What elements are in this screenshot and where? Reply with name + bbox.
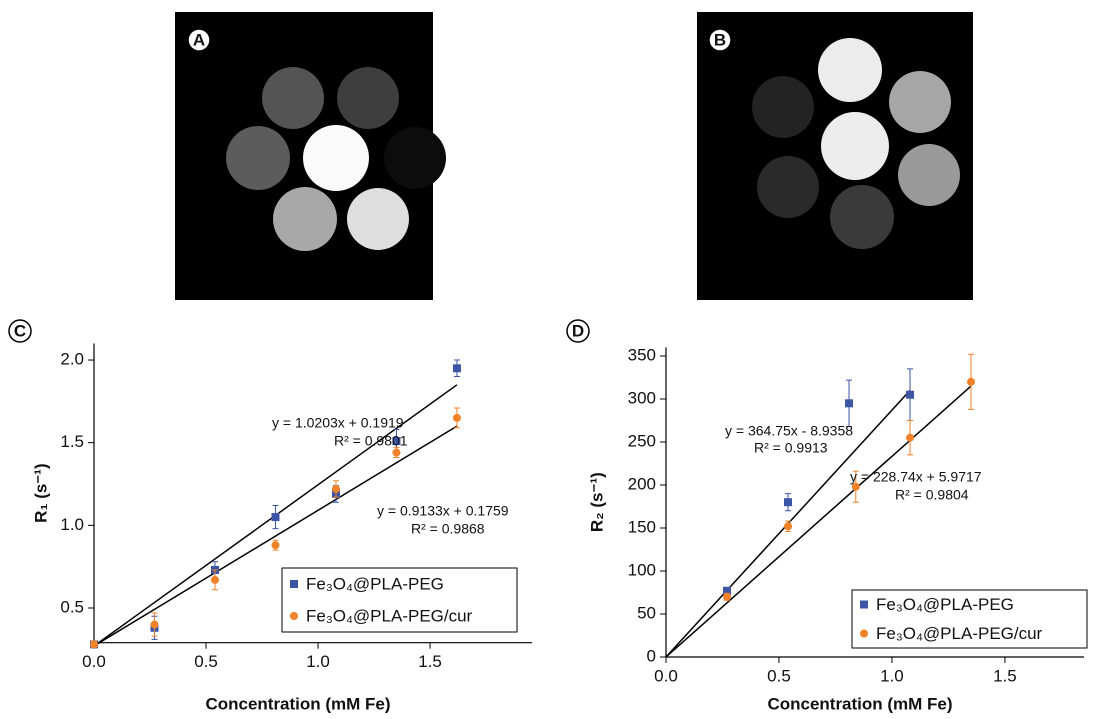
legend-label: Fe₃O₄@PLA-PEG/cur	[876, 624, 1043, 643]
y-tick-label: 200	[628, 474, 656, 493]
x-axis-label: Concentration (mM Fe)	[767, 694, 952, 713]
legend-label: Fe₃O₄@PLA-PEG	[876, 595, 1014, 614]
legend-label: Fe₃O₄@PLA-PEG	[306, 574, 444, 593]
x-tick-label: 0.5	[767, 666, 791, 685]
point	[211, 576, 219, 584]
x-tick-label: 1.0	[880, 666, 904, 685]
point	[906, 434, 914, 442]
legend-marker	[290, 612, 298, 620]
y-axis-label: R₁ (s⁻¹)	[31, 463, 50, 522]
y-tick-label: 350	[628, 345, 656, 364]
y-tick-label: 0.5	[60, 597, 84, 616]
legend-marker	[860, 601, 868, 609]
point	[453, 414, 461, 422]
point	[967, 378, 975, 386]
y-tick-label: 2.0	[60, 350, 84, 369]
x-tick-label: 0.5	[194, 652, 218, 671]
annotation: y = 0.9133x + 0.1759	[377, 503, 509, 519]
y-tick-label: 0	[647, 646, 656, 665]
point	[723, 593, 731, 601]
point	[453, 364, 461, 372]
point	[90, 640, 98, 648]
annotation: R² = 0.9801	[334, 433, 408, 449]
annotation: y = 364.75x - 8.9358	[725, 423, 853, 439]
x-tick-label: 1.5	[418, 652, 442, 671]
panel-label: D	[572, 321, 584, 340]
point	[784, 498, 792, 506]
annotation: y = 1.0203x + 0.1919	[272, 415, 404, 431]
point	[332, 485, 340, 493]
y-tick-label: 50	[637, 603, 656, 622]
legend-marker	[290, 580, 298, 588]
y-tick-label: 300	[628, 388, 656, 407]
point	[271, 541, 279, 549]
y-axis-label: R₂ (s⁻¹)	[587, 472, 606, 532]
x-tick-label: 0.0	[654, 666, 678, 685]
x-tick-label: 1.0	[306, 652, 330, 671]
annotation: R² = 0.9913	[754, 440, 828, 456]
legend-label: Fe₃O₄@PLA-PEG/cur	[306, 606, 473, 625]
y-tick-label: 100	[628, 560, 656, 579]
point	[845, 399, 853, 407]
y-tick-label: 1.5	[60, 432, 84, 451]
annotation: y = 228.74x + 5.9717	[850, 469, 982, 485]
panel-label: C	[14, 321, 26, 340]
x-tick-label: 1.5	[993, 666, 1017, 685]
legend-marker	[860, 630, 868, 638]
y-tick-label: 250	[628, 431, 656, 450]
point	[392, 449, 400, 457]
x-tick-label: 0.0	[82, 652, 106, 671]
y-tick-label: 150	[628, 517, 656, 536]
panel-label: A	[193, 30, 205, 49]
mri-image-a	[175, 12, 446, 300]
point	[271, 513, 279, 521]
point	[150, 621, 158, 629]
x-axis-label: Concentration (mM Fe)	[205, 694, 390, 713]
point	[906, 391, 914, 399]
annotation: R² = 0.9868	[411, 521, 485, 537]
mri-image-b	[697, 12, 973, 300]
figure: A B C D 0.0 0.5 1.0 1.5 0.5 1.0 1.5 2.0 Concentr…	[0, 0, 1114, 719]
y-tick-label: 1.0	[60, 515, 84, 534]
annotation: R² = 0.9804	[895, 487, 969, 503]
point	[784, 522, 792, 530]
panel-label: B	[714, 30, 726, 49]
